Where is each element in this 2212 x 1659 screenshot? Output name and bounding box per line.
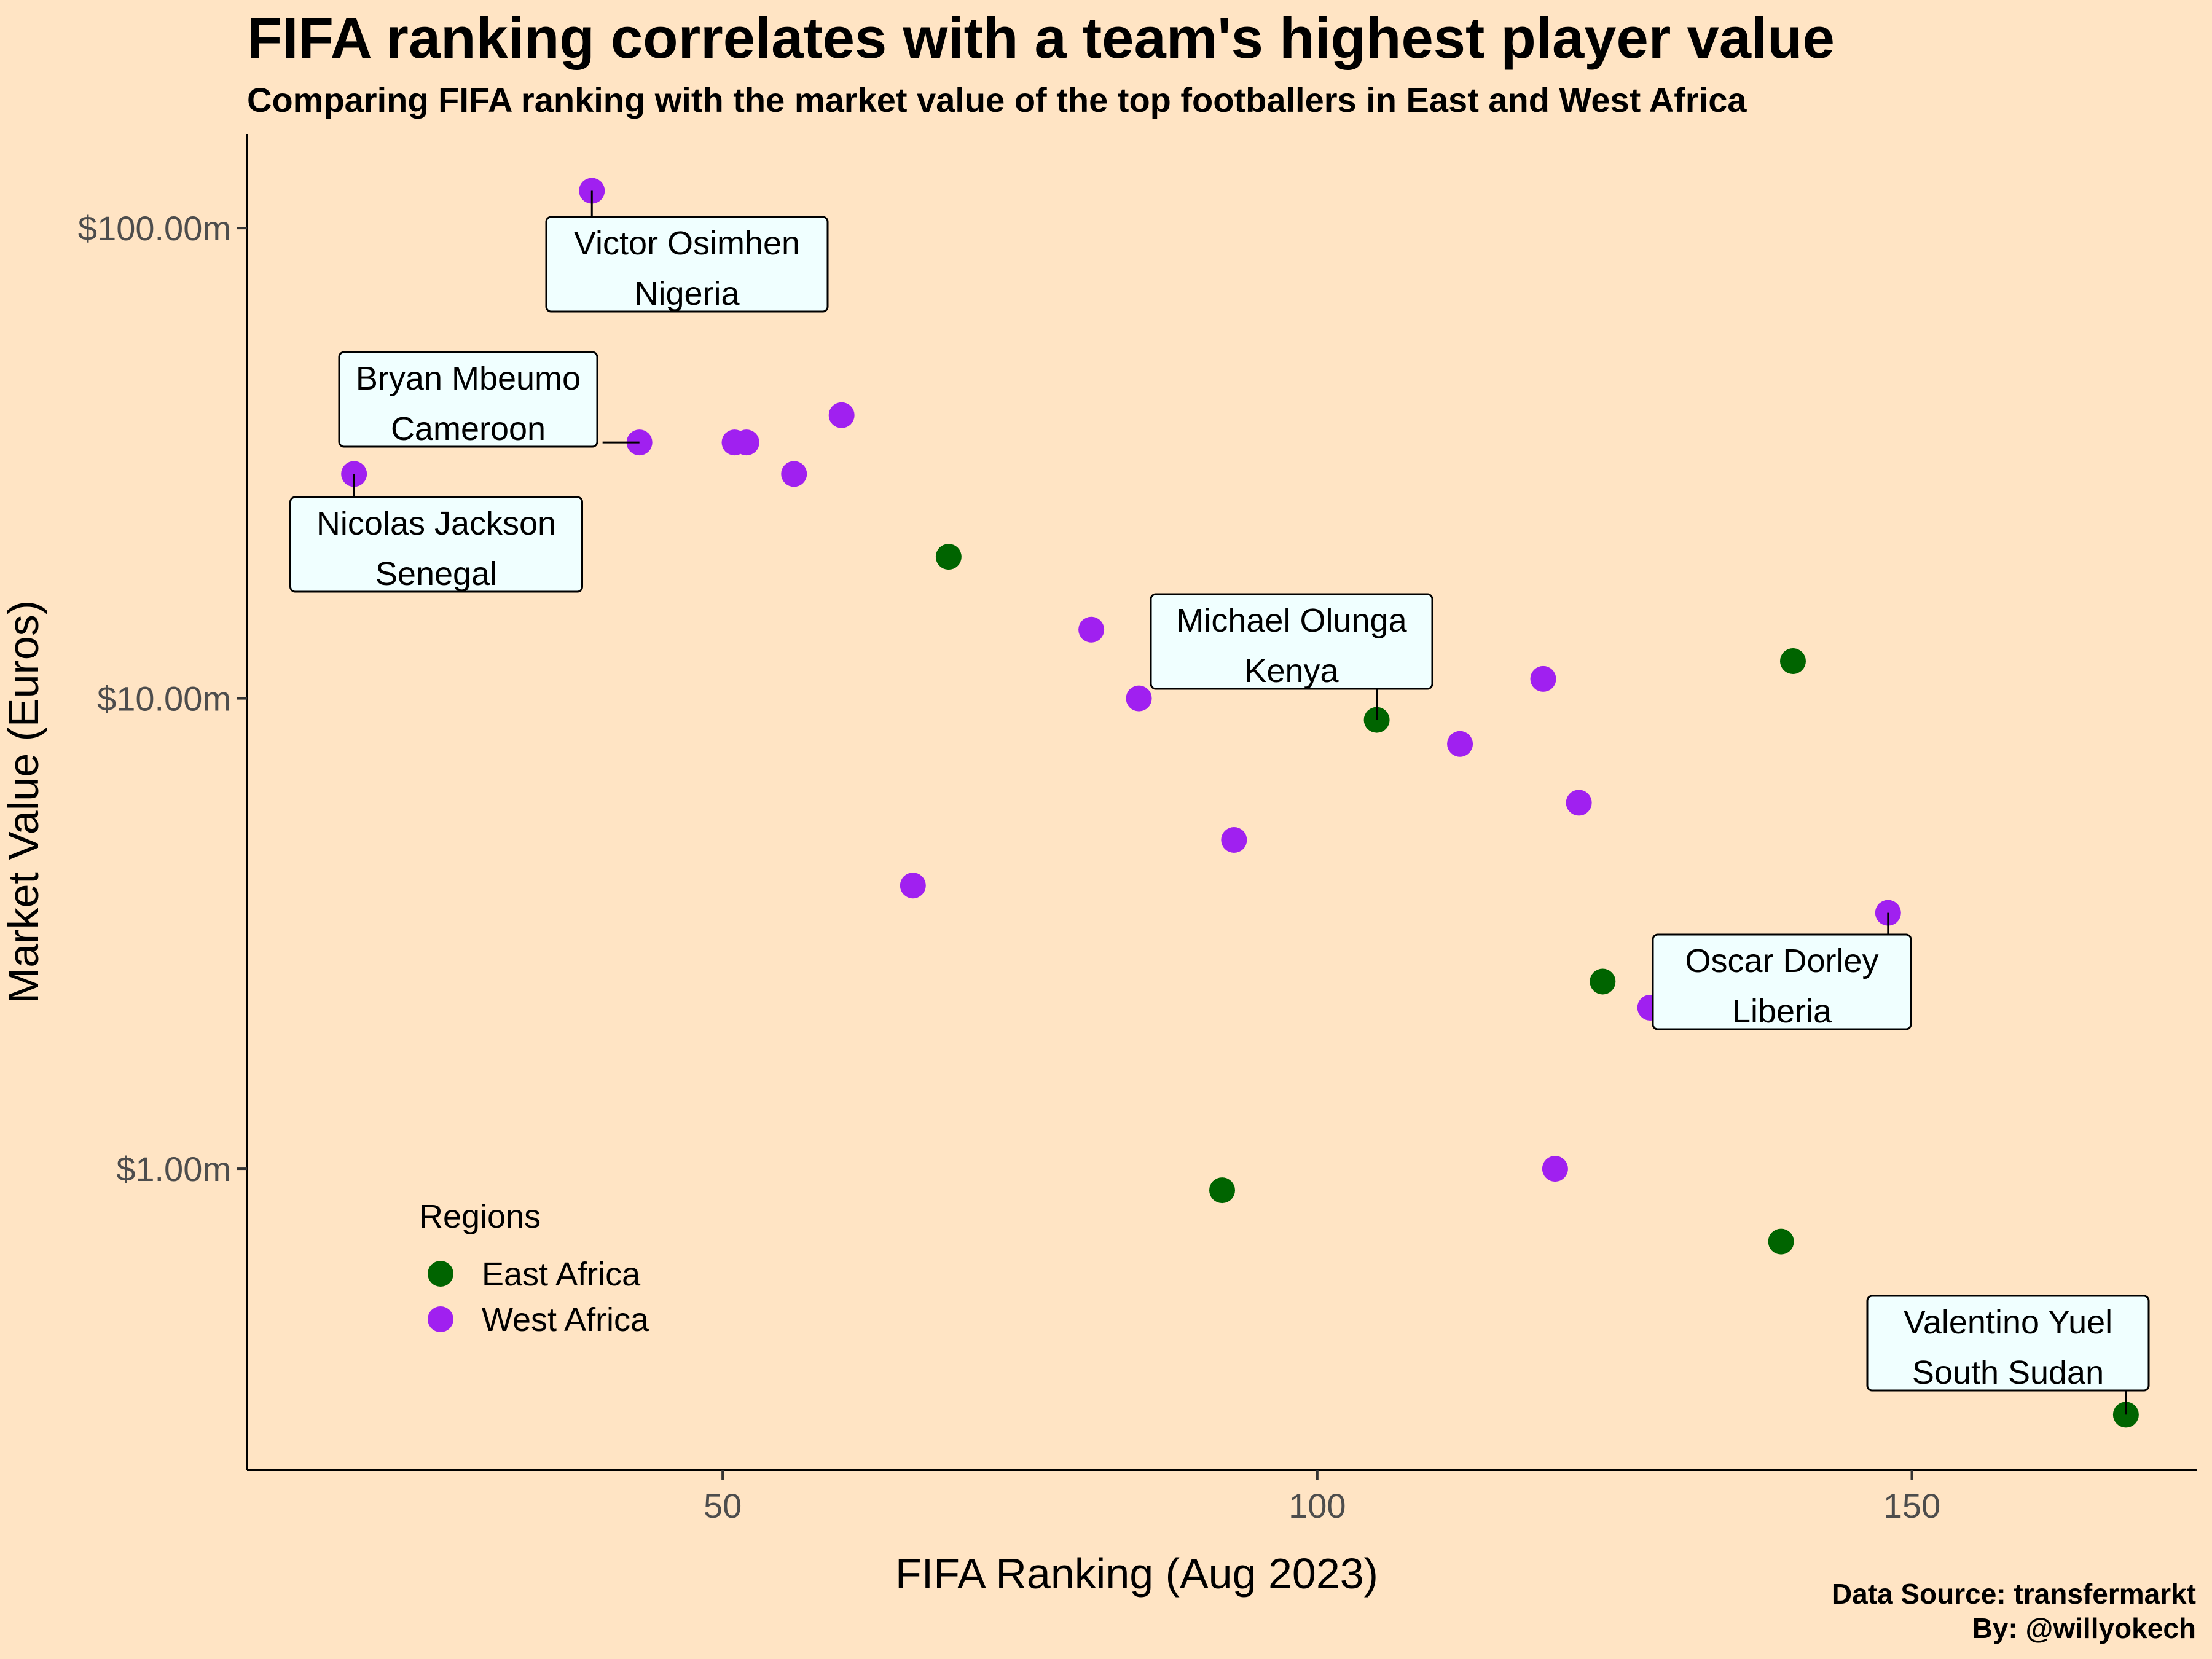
point-east-africa [1779,648,1806,674]
annotation-box [1652,933,1912,1030]
annotation-country: Senegal [375,555,497,592]
author-text: By: @willyokech [1972,1612,2196,1644]
point-east-africa [1768,1228,1794,1255]
x-tick-label: 50 [704,1486,742,1525]
point-west-africa [781,461,807,487]
data-source-text: Data Source: transfermarkt [1831,1578,2196,1610]
data-points [341,178,2139,1428]
annotation-player-name: Oscar Dorley [1685,943,1878,979]
annotation-player-name: Valentino Yuel [1904,1304,2112,1341]
annotation-country: Cameroon [391,410,546,447]
legend-key-east-africa [428,1261,453,1287]
point-west-africa [828,402,855,428]
ticks: 50 100 150 $1.00m $10.00m $100.00m [78,209,1940,1525]
point-east-africa [1209,1177,1235,1204]
legend-key-west-africa [428,1306,453,1332]
point-west-africa [1566,790,1592,816]
point-west-africa [1221,827,1247,853]
point-west-africa [1530,665,1556,692]
annotation-country: Liberia [1732,993,1832,1030]
point-west-africa [1126,685,1152,712]
chart-title: FIFA ranking correlates with a team's hi… [247,6,1835,70]
point-west-africa [1542,1156,1568,1182]
y-tick-label: $1.00m [116,1150,231,1188]
point-annotations: Victor Osimhen Nigeria Bryan Mbeumo Cameroo… [289,190,2150,1415]
caption: Data Source: transfermarkt By: @willyoke… [1832,1577,2196,1645]
point-east-africa [935,544,962,570]
annotation-player-name: Michael Olunga [1176,602,1407,639]
legend-label-west-africa: West Africa [482,1301,649,1338]
point-east-africa [1590,968,1616,995]
annotation-country: Nigeria [634,275,740,312]
y-tick-label: $100.00m [78,209,231,248]
annotation-player-name: Bryan Mbeumo [356,360,581,397]
chart-subtitle: Comparing FIFA ranking with the market v… [247,80,1747,119]
annotation-player-name: Nicolas Jackson [316,505,556,542]
x-axis-title: FIFA Ranking (Aug 2023) [895,1550,1378,1598]
point-west-africa [1447,731,1473,757]
annotation-country: Kenya [1244,653,1339,689]
annotation-box [338,351,598,448]
x-tick-label: 100 [1288,1486,1346,1525]
annotation-country: South Sudan [1912,1354,2104,1391]
y-tick-label: $10.00m [97,680,231,718]
annotation-box [289,496,583,593]
legend-label-east-africa: East Africa [482,1256,641,1293]
annotation-box [545,216,829,313]
point-west-africa [733,429,759,456]
annotation-player-name: Victor Osimhen [574,225,800,262]
annotation-box [1866,1295,2150,1392]
axes [246,134,2197,1471]
point-west-africa [900,873,926,899]
point-west-africa [1078,616,1105,643]
x-tick-label: 150 [1883,1486,1940,1525]
y-axis-title: Market Value (Euros) [0,600,47,1003]
annotation-box [1150,593,1433,690]
legend: Regions East Africa West Africa [419,1198,649,1338]
legend-title: Regions [419,1198,541,1235]
